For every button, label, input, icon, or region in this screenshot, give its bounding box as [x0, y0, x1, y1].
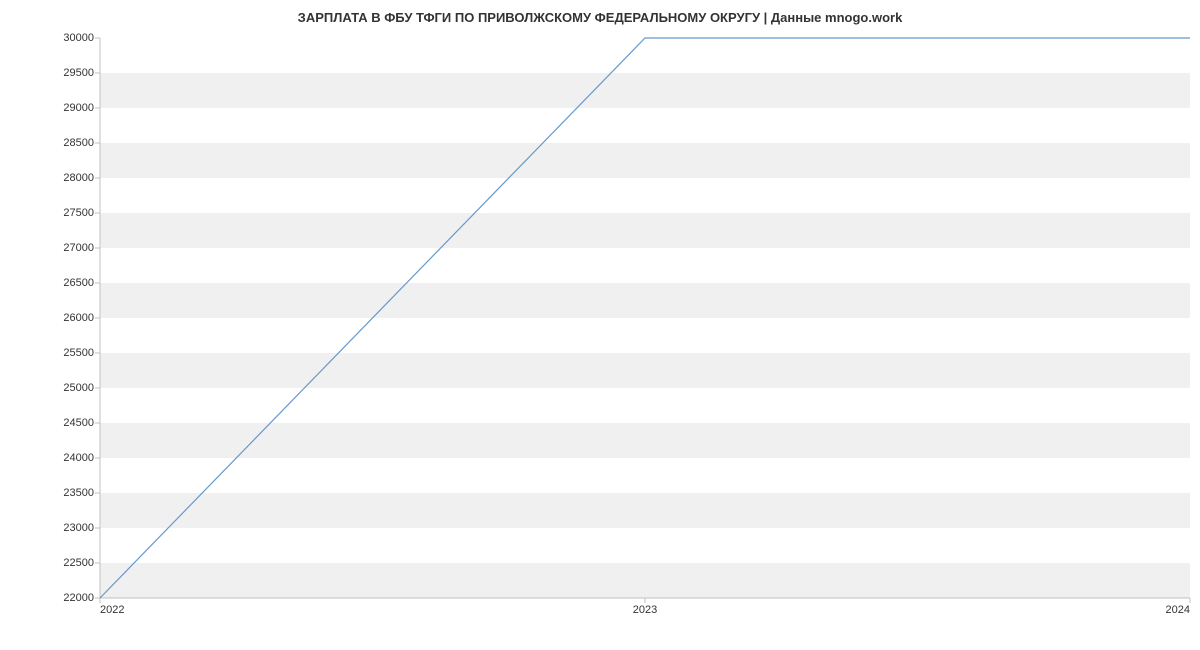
y-tick-label: 28500 [63, 137, 94, 149]
y-tick-label: 26500 [63, 277, 94, 289]
x-tick-label: 2024 [1166, 604, 1190, 616]
y-tick-label: 24000 [63, 452, 94, 464]
y-tick-label: 23500 [63, 487, 94, 499]
y-tick-label: 26000 [63, 312, 94, 324]
y-tick-label: 30000 [63, 32, 94, 44]
chart-svg [100, 38, 1190, 598]
y-tick-label: 29500 [63, 67, 94, 79]
y-tick-label: 22000 [63, 592, 94, 604]
x-tick-label: 2023 [633, 604, 657, 616]
y-tick-label: 23000 [63, 522, 94, 534]
y-tick-label: 27000 [63, 242, 94, 254]
y-tick-label: 22500 [63, 557, 94, 569]
salary-line-chart: ЗАРПЛАТА В ФБУ ТФГИ ПО ПРИВОЛЖСКОМУ ФЕДЕ… [0, 0, 1200, 650]
x-tick-label: 2022 [100, 604, 124, 616]
chart-title: ЗАРПЛАТА В ФБУ ТФГИ ПО ПРИВОЛЖСКОМУ ФЕДЕ… [0, 10, 1200, 25]
y-tick-label: 28000 [63, 172, 94, 184]
y-tick-label: 29000 [63, 102, 94, 114]
y-tick-label: 25000 [63, 382, 94, 394]
y-tick-label: 25500 [63, 347, 94, 359]
y-tick-label: 24500 [63, 417, 94, 429]
plot-area: 2200022500230002350024000245002500025500… [100, 38, 1190, 598]
y-tick-label: 27500 [63, 207, 94, 219]
